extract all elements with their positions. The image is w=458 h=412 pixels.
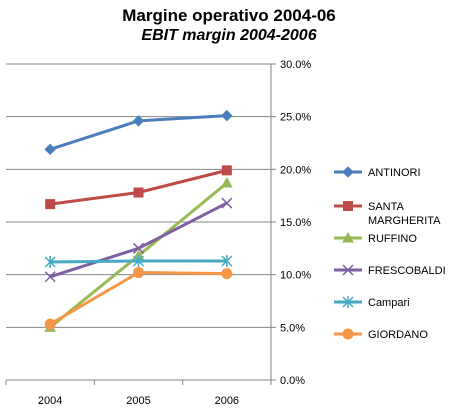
data-point bbox=[44, 271, 56, 283]
data-point bbox=[221, 268, 233, 280]
legend-marker bbox=[342, 328, 354, 340]
legend-marker bbox=[342, 296, 354, 308]
legend-label: FRESCOBALDI bbox=[368, 265, 446, 277]
data-point bbox=[44, 256, 56, 269]
legend-label: MARGHERITA bbox=[368, 215, 441, 227]
data-point bbox=[132, 242, 145, 254]
legend-marker bbox=[342, 264, 354, 276]
legend-label: RUFFINO bbox=[368, 233, 417, 245]
chart-title: Margine operativo 2004-06 bbox=[122, 6, 336, 25]
y-tick-label: 0.0% bbox=[280, 375, 305, 387]
data-point bbox=[133, 267, 144, 279]
x-tick-label: 2006 bbox=[215, 395, 239, 407]
legend-marker bbox=[342, 231, 354, 243]
data-point bbox=[220, 176, 233, 188]
data-point bbox=[132, 115, 145, 127]
data-point bbox=[132, 254, 145, 267]
chart-subtitle: EBIT margin 2004-2006 bbox=[141, 27, 317, 44]
y-tick-label: 25.0% bbox=[280, 112, 311, 124]
legend-marker bbox=[342, 166, 354, 178]
series-line bbox=[49, 168, 228, 206]
legend-label: Campari bbox=[368, 297, 410, 309]
legend-label: ANTINORI bbox=[368, 167, 421, 179]
legend-marker bbox=[343, 201, 353, 211]
y-tick-label: 5.0% bbox=[280, 322, 305, 334]
data-point bbox=[221, 254, 233, 267]
series-line bbox=[49, 271, 227, 326]
data-point bbox=[44, 318, 56, 330]
data-point bbox=[221, 197, 233, 209]
y-tick-label: 20.0% bbox=[280, 164, 311, 176]
y-tick-label: 10.0% bbox=[280, 270, 311, 282]
legend-label: GIORDANO bbox=[368, 329, 428, 341]
x-tick-label: 2004 bbox=[38, 395, 62, 407]
data-point bbox=[221, 109, 233, 122]
legend-label: SANTA bbox=[368, 201, 405, 213]
y-tick-label: 15.0% bbox=[280, 217, 311, 229]
data-point bbox=[221, 165, 232, 176]
data-point bbox=[133, 187, 144, 198]
x-tick-label: 2005 bbox=[126, 395, 150, 407]
y-tick-label: 30.0% bbox=[280, 59, 311, 71]
data-point bbox=[45, 199, 56, 210]
data-point bbox=[44, 143, 56, 156]
